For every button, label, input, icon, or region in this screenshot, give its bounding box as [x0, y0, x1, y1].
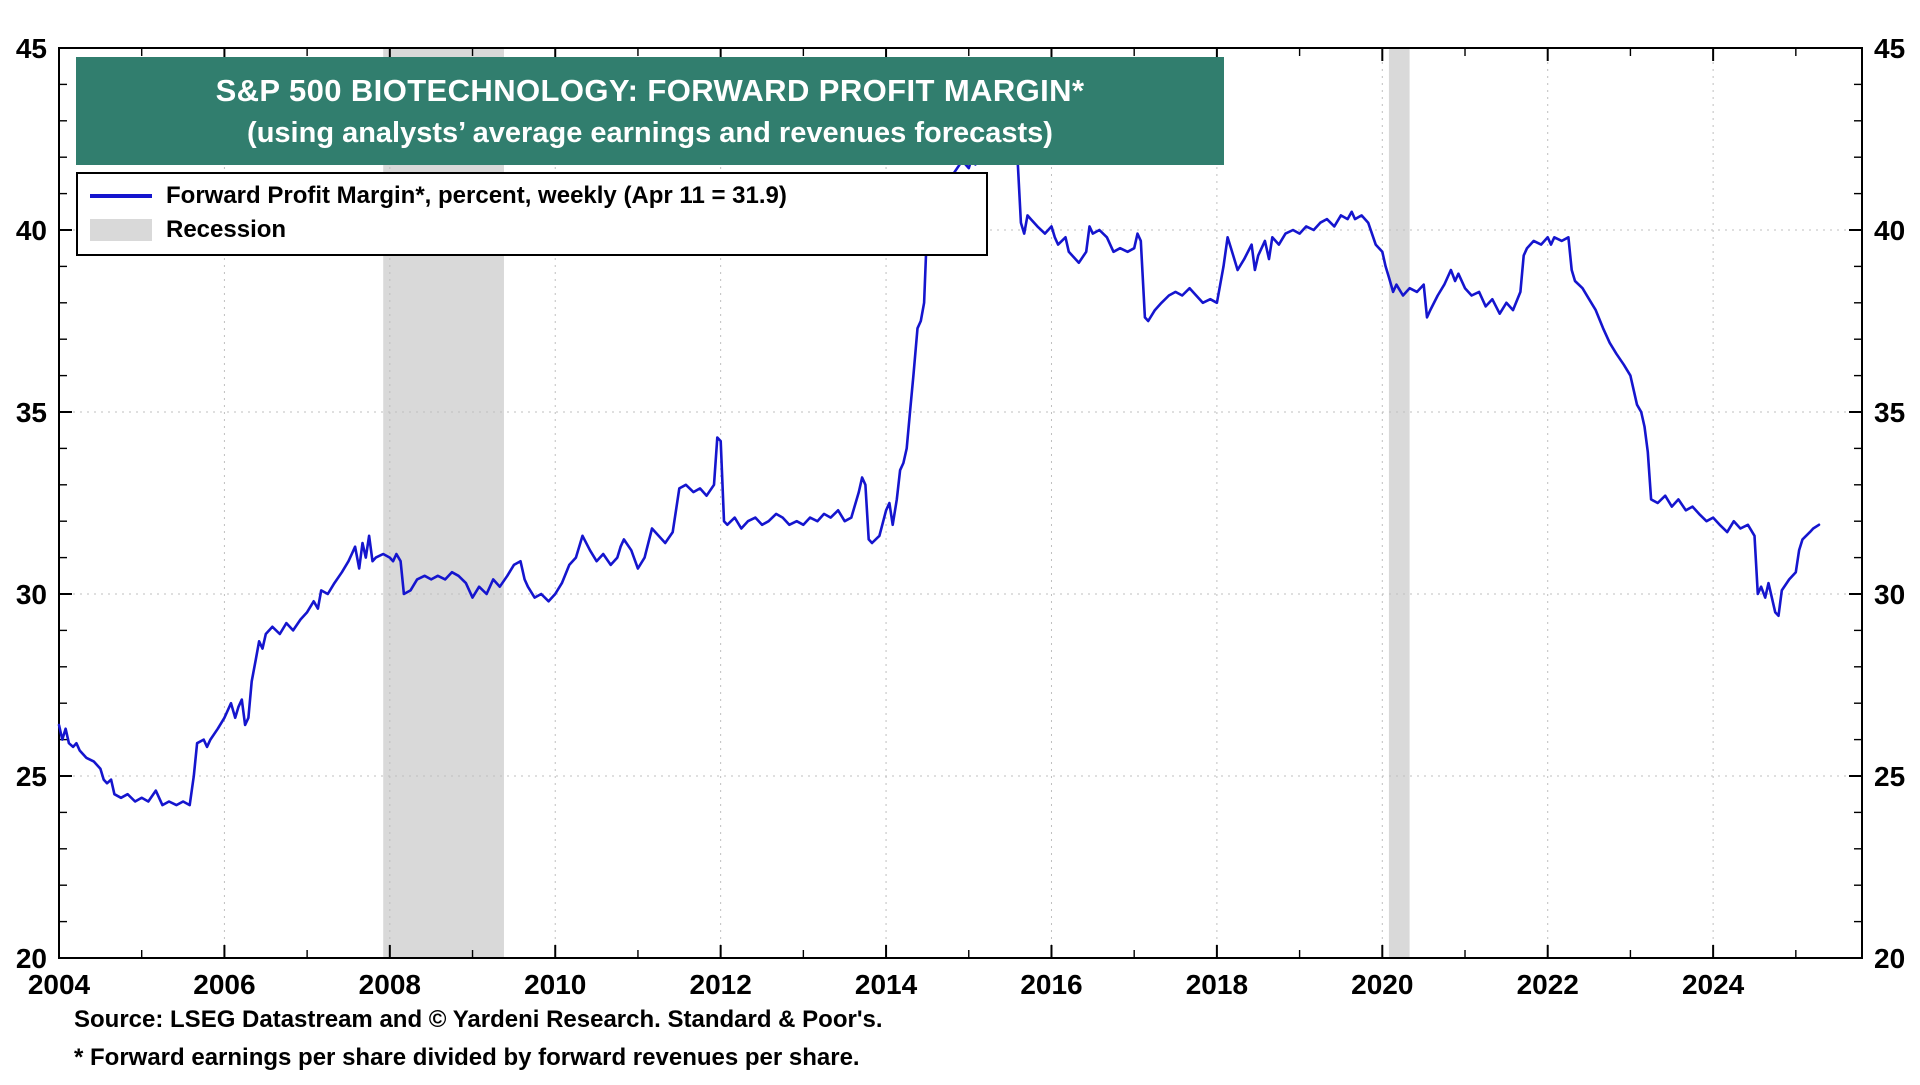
svg-text:30: 30	[1874, 579, 1905, 610]
svg-text:45: 45	[16, 33, 47, 64]
svg-text:2012: 2012	[690, 969, 752, 1000]
svg-text:2022: 2022	[1517, 969, 1579, 1000]
svg-text:2006: 2006	[193, 969, 255, 1000]
legend-row-series: Forward Profit Margin*, percent, weekly …	[90, 179, 974, 213]
legend-recession-swatch	[90, 219, 152, 241]
svg-text:2018: 2018	[1186, 969, 1248, 1000]
legend-series-label: Forward Profit Margin*, percent, weekly …	[166, 182, 787, 209]
footnote: * Forward earnings per share divided by …	[74, 1044, 860, 1071]
svg-text:20: 20	[1874, 943, 1905, 974]
svg-text:2020: 2020	[1351, 969, 1413, 1000]
chart-title-line1: S&P 500 BIOTECHNOLOGY: FORWARD PROFIT MA…	[215, 73, 1085, 108]
svg-text:40: 40	[16, 215, 47, 246]
svg-text:2014: 2014	[855, 969, 918, 1000]
svg-text:35: 35	[16, 397, 47, 428]
source-block: Source: LSEG Datastream and © Yardeni Re…	[74, 1001, 883, 1077]
svg-text:20: 20	[16, 943, 47, 974]
svg-text:2004: 2004	[28, 969, 91, 1000]
svg-text:35: 35	[1874, 397, 1905, 428]
legend: Forward Profit Margin*, percent, weekly …	[76, 172, 988, 256]
source-note: Source: LSEG Datastream and © Yardeni Re…	[74, 1006, 883, 1033]
svg-text:25: 25	[1874, 761, 1905, 792]
svg-text:2008: 2008	[359, 969, 421, 1000]
svg-text:45: 45	[1874, 33, 1905, 64]
svg-text:2024: 2024	[1682, 969, 1745, 1000]
legend-recession-label: Recession	[166, 216, 287, 243]
chart-title-line2: (using analysts’ average earnings and re…	[247, 116, 1053, 149]
chart-title-box: S&P 500 BIOTECHNOLOGY: FORWARD PROFIT MA…	[76, 57, 1224, 165]
svg-text:30: 30	[16, 579, 47, 610]
svg-text:25: 25	[16, 761, 47, 792]
svg-text:2010: 2010	[524, 969, 586, 1000]
svg-text:40: 40	[1874, 215, 1905, 246]
legend-row-recession: Recession	[90, 213, 974, 247]
legend-line-swatch	[90, 194, 152, 198]
svg-text:2016: 2016	[1020, 969, 1082, 1000]
